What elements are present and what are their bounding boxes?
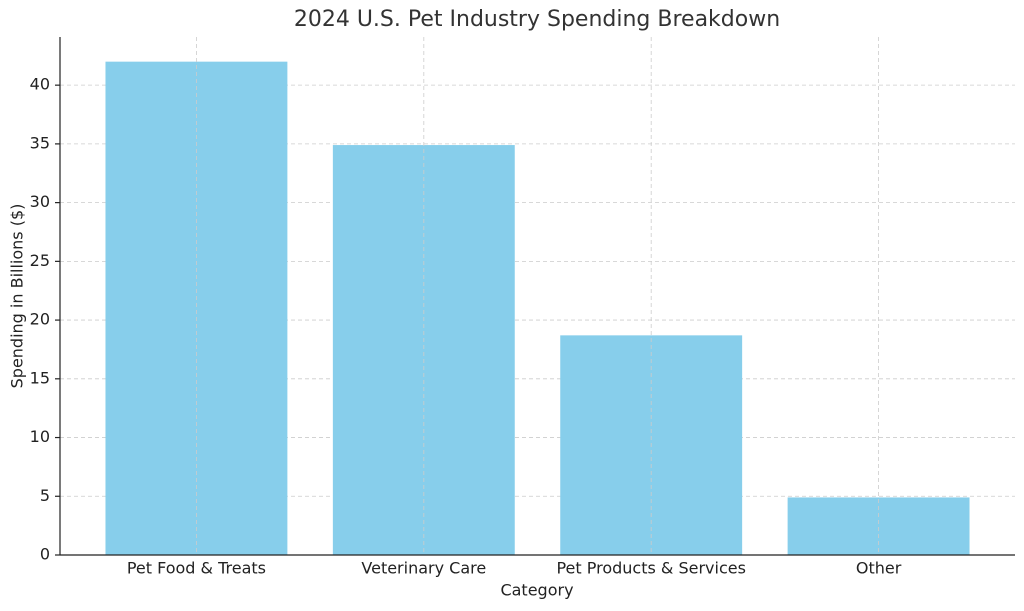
x-tick-label: Pet Food & Treats (127, 559, 266, 578)
chart-title: 2024 U.S. Pet Industry Spending Breakdow… (294, 7, 780, 32)
y-tick-label: 30 (30, 192, 50, 211)
y-tick-label: 0 (40, 545, 50, 564)
x-tick-label: Other (856, 559, 902, 578)
y-tick-label: 25 (30, 251, 50, 270)
y-axis-label: Spending in Billions ($) (8, 204, 27, 389)
y-tick-label: 20 (30, 310, 50, 329)
y-tick-label: 40 (30, 75, 50, 94)
y-tick-label: 15 (30, 368, 50, 387)
x-tick-label: Veterinary Care (361, 559, 486, 578)
y-tick-label: 5 (40, 486, 50, 505)
y-tick-label: 35 (30, 133, 50, 152)
x-tick-label: Pet Products & Services (556, 559, 745, 578)
x-axis-label: Category (500, 581, 573, 600)
y-tick-label: 10 (30, 427, 50, 446)
